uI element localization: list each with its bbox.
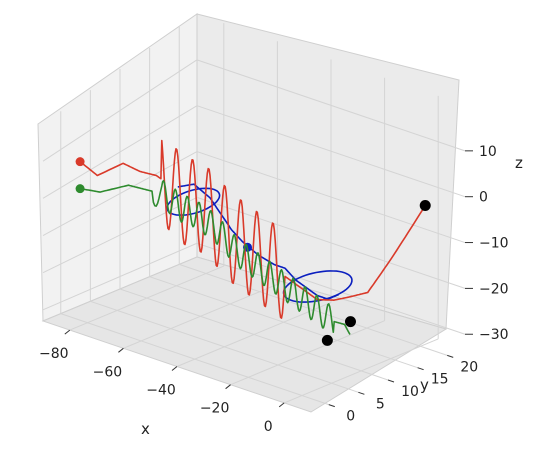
z-grid-left xyxy=(42,105,198,199)
z-grid-back xyxy=(196,151,466,244)
y-tick-label: 10 xyxy=(401,384,419,400)
x-tick-mark xyxy=(118,347,124,353)
x-tick-label: −20 xyxy=(200,401,230,417)
x-tick-label: −80 xyxy=(39,346,69,362)
x-tick-mark xyxy=(171,366,178,371)
x-tick-mark xyxy=(64,329,71,335)
y-tick-mark xyxy=(358,391,365,395)
y-grid-floor xyxy=(60,313,329,406)
x-tick-mark xyxy=(278,402,285,408)
z-grid-left xyxy=(42,242,198,311)
series-loop-0-1 xyxy=(282,270,353,303)
y-grid-floor xyxy=(90,300,359,393)
z-tick-label: −20 xyxy=(479,281,509,297)
y-grid-floor xyxy=(149,276,418,369)
z-grid-back xyxy=(196,242,466,335)
z-grid-back xyxy=(196,196,466,289)
z-grid-left xyxy=(42,151,198,236)
series-start-point-1 xyxy=(75,157,85,167)
z-axis-label: z xyxy=(515,154,523,172)
end-marker-0 xyxy=(419,199,431,211)
z-grid-left xyxy=(42,59,198,162)
axis-ticks: −80 −60 −40 −20 0 0 5 10 15 20 10 0 −10 −20 −30 xyxy=(39,144,509,435)
y-tick-mark xyxy=(328,404,335,408)
y-tick-label: 15 xyxy=(431,372,449,388)
markers xyxy=(321,199,431,346)
z-grid-back xyxy=(196,59,466,152)
grid-lines xyxy=(42,23,466,406)
y-tick-label: 5 xyxy=(376,396,385,412)
series-start-point-2 xyxy=(75,184,85,194)
end-marker-1 xyxy=(344,316,356,328)
y-axis-label: y xyxy=(420,376,429,394)
x-axis-label: x xyxy=(141,420,150,438)
y-tick-label: 20 xyxy=(460,359,478,375)
x-tick-label: 0 xyxy=(264,419,273,435)
x-tick-mark xyxy=(225,384,231,390)
z-tick-label: −10 xyxy=(479,236,509,252)
pane-floor xyxy=(41,256,448,413)
end-marker-2 xyxy=(321,334,333,346)
series-line-2 xyxy=(79,179,351,335)
y-tick-label: 0 xyxy=(346,409,355,425)
x-tick-label: −40 xyxy=(146,383,176,399)
x-tick-label: −60 xyxy=(93,364,123,380)
z-tick-label: 10 xyxy=(479,144,497,160)
y-tick-mark xyxy=(417,367,424,371)
z-tick-label: −30 xyxy=(479,327,509,343)
y-grid-floor xyxy=(119,288,389,381)
series-line-1 xyxy=(79,139,426,319)
curves xyxy=(75,139,426,335)
z-tick-label: 0 xyxy=(479,190,488,206)
z-grid-back xyxy=(196,105,466,198)
y-tick-mark xyxy=(387,379,395,383)
y-tick-mark xyxy=(447,354,454,358)
